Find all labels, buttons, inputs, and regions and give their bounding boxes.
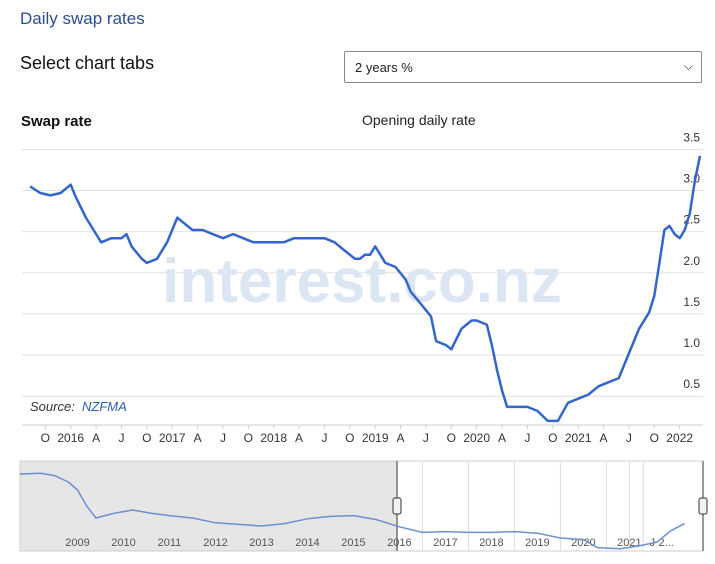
x-tick-label: O: [41, 431, 50, 445]
x-tick-label: 2015: [341, 537, 365, 549]
series-line: [19, 472, 685, 550]
x-tick-label: 2021: [565, 431, 592, 445]
tabs-label: Select chart tabs: [20, 53, 155, 73]
navigator-handle[interactable]: [698, 497, 708, 515]
x-tick-label: 2019: [362, 431, 389, 445]
x-tick-label: 2009: [65, 537, 89, 549]
chart-subtitle: Opening daily rate: [362, 112, 476, 128]
x-tick-label: O: [244, 431, 253, 445]
x-tick-label: A: [92, 431, 100, 445]
page-title: Daily swap rates: [20, 9, 145, 28]
y-tick-label: 2.0: [683, 254, 700, 268]
x-tick-label: 2016: [387, 537, 411, 549]
source-link[interactable]: NZFMA: [82, 399, 127, 414]
x-tick-label: 2020: [571, 537, 595, 549]
x-tick-label: A: [295, 431, 303, 445]
x-tick-label: 2018: [260, 431, 287, 445]
x-tick-label: 2...: [659, 537, 674, 549]
x-tick-label: 2014: [295, 537, 319, 549]
x-tick-label: O: [345, 431, 354, 445]
x-tick-label: 2017: [159, 431, 186, 445]
x-tick-label: A: [600, 431, 608, 445]
source-label: Source:: [30, 399, 75, 414]
x-tick-label: 2011: [158, 537, 182, 549]
x-tick-label: 2019: [525, 537, 549, 549]
chart-title: Swap rate: [21, 113, 92, 130]
x-tick-label: O: [142, 431, 151, 445]
navigator-handle[interactable]: [392, 497, 402, 515]
x-tick-label: J: [524, 431, 530, 445]
x-tick-label: 2012: [203, 537, 227, 549]
y-tick-label: 3.5: [683, 130, 700, 144]
x-tick-label: J: [626, 431, 632, 445]
x-tick-label: J: [118, 431, 124, 445]
x-tick-label: 2017: [433, 537, 457, 549]
x-tick-label: J: [321, 431, 327, 445]
x-tick-label: J: [423, 431, 429, 445]
x-tick-label: 2013: [249, 537, 273, 549]
x-tick-label: A: [498, 431, 506, 445]
x-tick-label: A: [194, 431, 202, 445]
x-tick-label: O: [650, 431, 659, 445]
y-tick-label: 1.0: [683, 336, 700, 350]
x-tick-label: 2022: [666, 431, 693, 445]
x-tick-label: A: [397, 431, 405, 445]
y-tick-label: 1.5: [683, 295, 700, 309]
tab-select[interactable]: 2 years % ⌵: [344, 51, 702, 83]
y-tick-label: 3.0: [683, 171, 700, 185]
x-tick-label: O: [447, 431, 456, 445]
navigator-mask: [20, 461, 397, 551]
x-tick-label: 2016: [57, 431, 84, 445]
y-tick-label: 0.5: [683, 377, 700, 391]
x-tick-label: 2010: [111, 537, 135, 549]
select-arrow: ⌵: [683, 59, 693, 73]
x-tick-label: 2018: [479, 537, 503, 549]
x-tick-label: J: [220, 431, 226, 445]
x-tick-label: 2020: [463, 431, 490, 445]
series-line: [29, 155, 702, 423]
select-value: 2 years %: [355, 60, 413, 75]
x-tick-label: O: [548, 431, 557, 445]
